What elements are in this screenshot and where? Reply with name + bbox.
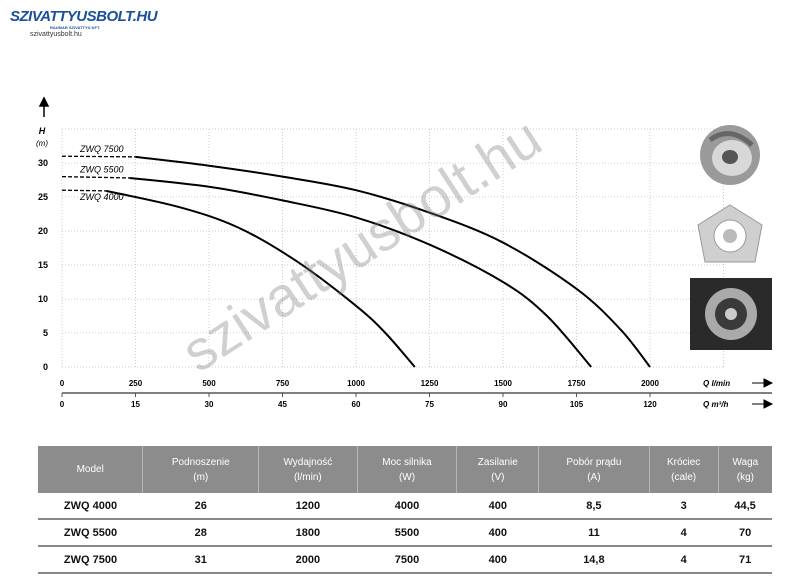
table-cell: 28 [142, 519, 259, 547]
x-tick-label: 1500 [494, 379, 512, 388]
column-header: Podnoszenie (m) [142, 446, 259, 493]
table-cell: ZWQ 4000 [38, 493, 143, 520]
x-tick-label: 250 [129, 379, 143, 388]
table-cell: 7500 [357, 546, 457, 574]
y-tick-label: 20 [38, 226, 48, 236]
x-axis-label: Q l/min [703, 379, 730, 388]
series-line-zwq-5500 [129, 176, 592, 368]
table-cell: 400 [456, 546, 539, 574]
y-arrow-icon [38, 96, 50, 117]
table-cell: 1200 [258, 493, 358, 520]
table-cell: 26 [142, 493, 259, 520]
series-label: ZWQ 4000 [79, 192, 124, 202]
series-label: ZWQ 7500 [79, 144, 124, 154]
x2-tick-label: 90 [499, 400, 508, 409]
impeller-photo [690, 120, 772, 190]
x2-tick-label: 120 [643, 400, 657, 409]
x-tick-label: 500 [202, 379, 216, 388]
x-tick-label: 2000 [641, 379, 659, 388]
table-cell: 4000 [357, 493, 457, 520]
table-cell: 14,8 [538, 546, 650, 574]
table-cell: 5500 [357, 519, 457, 547]
logo: SZIVATTYUSBOLT.HU RAUMAR SZIVATTYÚ KFT. [10, 8, 158, 30]
x2-tick-label: 45 [278, 400, 287, 409]
series-shutoff-dash [61, 155, 136, 158]
y-tick-label: 0 [43, 362, 48, 372]
x2-tick-label: 105 [570, 400, 584, 409]
series-line-zwq-4000 [105, 189, 416, 368]
table-cell: ZWQ 5500 [38, 519, 143, 547]
table-row: ZWQ 4000 26 1200 4000 400 8,5 3 44,5 [38, 493, 772, 520]
y-tick-label: 5 [43, 328, 48, 338]
x-tick-label: 1250 [421, 379, 439, 388]
x-tick-label: 1750 [568, 379, 586, 388]
table-row: ZWQ 7500 31 2000 7500 400 14,8 4 71 [38, 546, 772, 574]
table-cell: 3 [649, 493, 719, 520]
x2-tick-label: 15 [131, 400, 140, 409]
table-cell: 400 [456, 519, 539, 547]
y-axis-unit: (m) [36, 139, 48, 148]
logo-subtext: RAUMAR SZIVATTYÚ KFT. [50, 25, 101, 30]
x2-tick-label: 75 [425, 400, 434, 409]
y-tick-label: 15 [38, 260, 48, 270]
column-header: Model [38, 446, 143, 493]
table-cell: 2000 [258, 546, 358, 574]
table-cell: 71 [718, 546, 772, 574]
table-cell: 4 [649, 519, 719, 547]
spec-table: Model Podnoszenie (m) Wydajność (l/min) Moc s… [38, 446, 772, 574]
column-header: Waga (kg) [717, 446, 772, 493]
column-header: Moc silnika (W) [356, 446, 457, 493]
column-header: Wydajność (l/min) [258, 446, 358, 493]
table-cell: ZWQ 7500 [38, 546, 143, 574]
x2-tick-label: 60 [352, 400, 361, 409]
x-tick-label: 750 [276, 379, 290, 388]
x-arrow-icon [752, 378, 774, 388]
table-cell: 70 [718, 519, 772, 547]
table-cell: 11 [538, 519, 650, 547]
flange-photo [690, 200, 772, 270]
logo-text: SZIVATTYUSBOLT.HU [10, 8, 158, 25]
x-tick-label: 1000 [347, 379, 365, 388]
y-tick-label: 25 [38, 192, 48, 202]
table-cell: 31 [142, 546, 259, 574]
site-url: szivattyusbolt.hu [30, 31, 82, 38]
series-shutoff-dash [61, 189, 107, 192]
column-header: Zasilanie (V) [456, 446, 539, 493]
x2-arrow-icon [752, 399, 774, 409]
x2-tick-label: 0 [60, 400, 65, 409]
table-cell: 4 [649, 546, 719, 574]
x-tick-label: 0 [60, 379, 65, 388]
x2-axis-label: Q m³/h [703, 400, 728, 409]
series-line-zwq-7500 [135, 155, 651, 368]
y-axis-label: H [39, 126, 46, 136]
x2-tick-label: 30 [205, 400, 214, 409]
y-tick-label: 10 [38, 294, 48, 304]
series-shutoff-dash [61, 175, 130, 179]
table-cell: 400 [456, 493, 539, 520]
column-header: Króciec (cale) [648, 446, 719, 493]
column-header: Pobór prądu (A) [538, 446, 650, 493]
y-tick-label: 30 [38, 158, 48, 168]
series-label: ZWQ 5500 [79, 165, 124, 175]
cutter-photo [690, 278, 772, 350]
table-row: ZWQ 5500 28 1800 5500 400 11 4 70 [38, 519, 772, 547]
table-cell: 8,5 [538, 493, 650, 520]
table-cell: 1800 [258, 519, 358, 547]
table-cell: 44,5 [718, 493, 772, 520]
